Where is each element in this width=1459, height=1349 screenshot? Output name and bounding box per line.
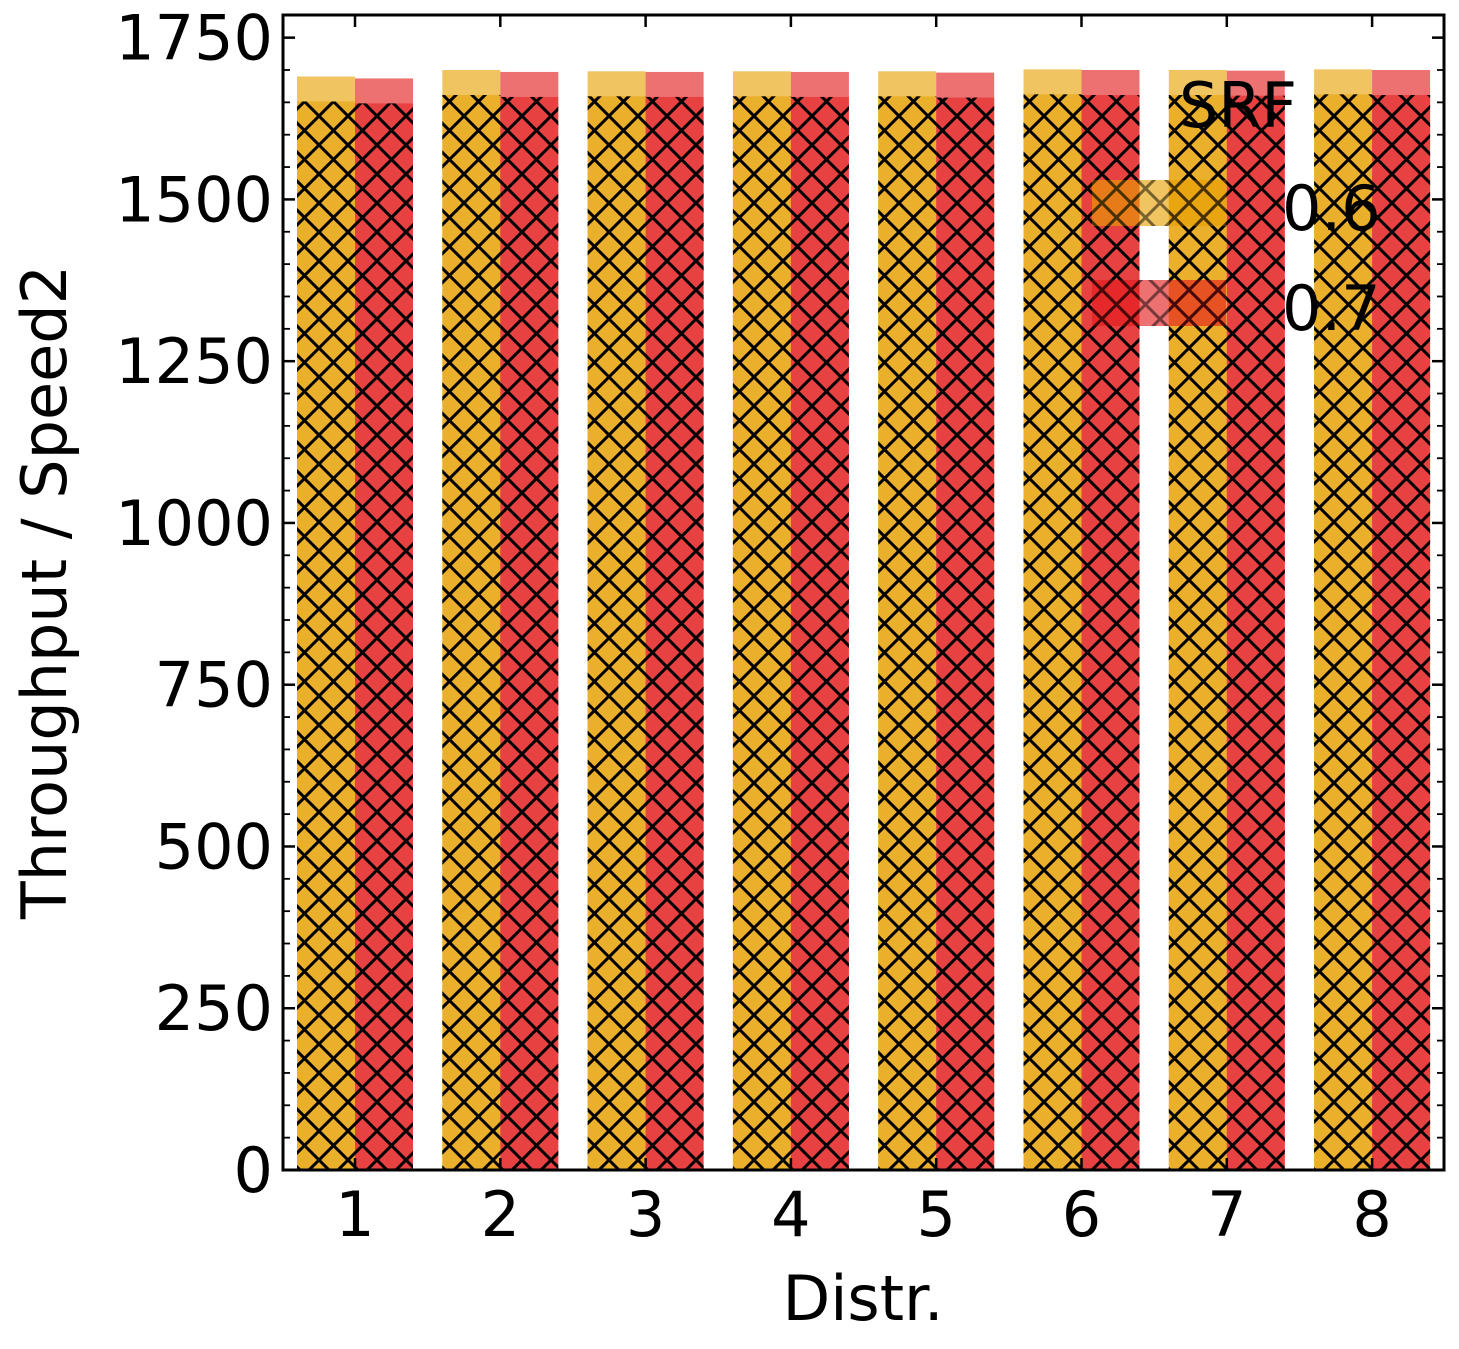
x-tick-label: 7 xyxy=(1207,1178,1246,1251)
y-tick-label: 250 xyxy=(155,972,273,1045)
bar-hatch-0.6-6 xyxy=(1023,94,1082,1171)
x-tick-label: 3 xyxy=(626,1178,665,1251)
y-axis-title: Throughput / Speed2 xyxy=(8,265,81,920)
x-tick-label: 5 xyxy=(916,1178,955,1251)
legend-label-0.7: 0.7 xyxy=(1282,272,1381,345)
x-tick-label: 2 xyxy=(481,1178,520,1251)
bar-hatch-0.6-4 xyxy=(732,96,791,1171)
y-tick-label: 1000 xyxy=(115,487,273,560)
x-tick-label: 8 xyxy=(1352,1178,1391,1251)
y-axis: 0 250 500 750 1000 1250 1500 1750 xyxy=(115,2,1444,1207)
bar-hatch-0.7-2 xyxy=(500,96,559,1171)
y-tick-label: 1250 xyxy=(115,325,273,398)
bar-hatch-0.7-6 xyxy=(1081,95,1140,1170)
hatch-layer xyxy=(297,94,1431,1171)
bar-hatch-0.6-5 xyxy=(878,96,937,1171)
y-tick-label: 0 xyxy=(234,1134,273,1207)
bar-hatch-0.7-4 xyxy=(790,96,849,1171)
x-axis: 1 2 3 4 5 6 7 8 xyxy=(335,15,1392,1251)
x-tick-label: 1 xyxy=(335,1178,374,1251)
bar-hatch-0.7-1 xyxy=(355,103,413,1171)
y-tick-label: 1500 xyxy=(115,163,273,236)
legend: SRF 0.6 0.7 xyxy=(1092,69,1381,345)
bar-hatch-0.6-3 xyxy=(587,96,646,1171)
x-axis-title: Distr. xyxy=(782,1262,943,1335)
bar-hatch-0.6-7 xyxy=(1168,95,1227,1170)
legend-title: SRF xyxy=(1179,69,1297,142)
legend-label-0.6: 0.6 xyxy=(1282,172,1381,245)
bar-hatch-0.6-1 xyxy=(297,101,355,1171)
bar-hatch-0.6-8 xyxy=(1314,94,1373,1171)
bar-hatch-0.7-8 xyxy=(1372,95,1431,1170)
bar-hatch-0.7-7 xyxy=(1226,95,1285,1170)
bar-hatch-0.6-2 xyxy=(442,95,501,1170)
y-tick-label: 1750 xyxy=(115,2,273,75)
bar-hatch-0.7-3 xyxy=(645,96,704,1171)
y-tick-label: 750 xyxy=(155,649,273,722)
bar-hatch-0.7-5 xyxy=(936,97,995,1170)
x-tick-label: 4 xyxy=(771,1178,810,1251)
x-tick-label: 6 xyxy=(1062,1178,1101,1251)
legend-swatch-hatch-0.6 xyxy=(1092,180,1226,226)
plot-frame xyxy=(281,13,1446,1172)
y-tick-label: 500 xyxy=(155,810,273,883)
legend-swatch-hatch-0.7 xyxy=(1092,280,1226,326)
